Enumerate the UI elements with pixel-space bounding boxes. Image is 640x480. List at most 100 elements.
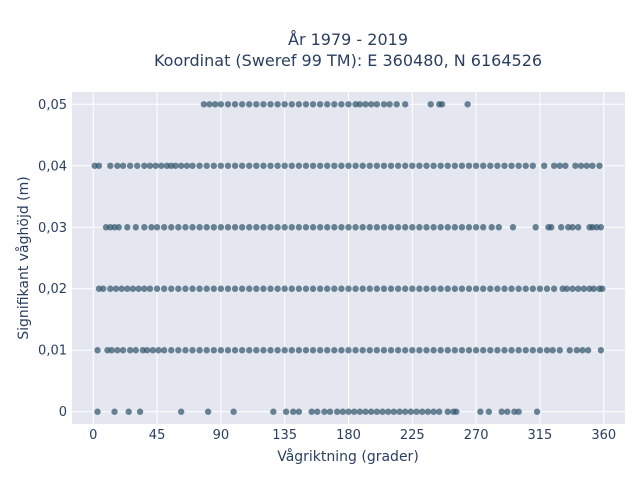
data-point [533, 408, 541, 415]
data-point [438, 101, 446, 108]
data-point [345, 224, 352, 231]
data-point [522, 285, 529, 292]
data-point [444, 347, 451, 354]
data-point [94, 408, 101, 415]
data-point [583, 162, 590, 169]
data-point [566, 347, 573, 354]
data-point [430, 224, 437, 231]
data-point [267, 347, 274, 354]
data-point [288, 285, 295, 292]
data-point [352, 224, 359, 231]
data-point [339, 408, 347, 415]
data-point [210, 347, 217, 354]
data-point [416, 224, 423, 231]
data-point [458, 347, 466, 354]
data-point [522, 347, 529, 354]
data-point [487, 162, 494, 169]
data-point [324, 101, 331, 108]
data-point [183, 162, 191, 169]
data-point [168, 347, 175, 354]
data-point [498, 408, 505, 415]
data-point [295, 162, 303, 169]
data-point [424, 408, 432, 415]
data-point [124, 285, 131, 292]
data-point [451, 285, 459, 292]
data-point [160, 224, 168, 231]
data-point [409, 347, 416, 354]
data-point [224, 162, 232, 169]
data-point [295, 101, 303, 108]
data-point [597, 347, 605, 354]
data-point [575, 224, 582, 231]
data-point [350, 408, 358, 415]
data-point [579, 347, 586, 354]
data-point [143, 347, 151, 354]
x-tick-label: 315 [528, 428, 553, 443]
data-point [126, 162, 134, 169]
data-point [217, 101, 225, 108]
data-point [231, 101, 239, 108]
data-point [200, 101, 208, 108]
data-point [597, 224, 605, 231]
data-point [212, 101, 219, 108]
data-point [224, 224, 232, 231]
data-point [409, 285, 416, 292]
data-point [210, 162, 217, 169]
x-tick-label: 90 [213, 428, 230, 443]
data-point [246, 347, 253, 354]
data-point [158, 162, 165, 169]
data-point [359, 224, 366, 231]
data-point [196, 347, 203, 354]
data-point [316, 285, 324, 292]
data-point [217, 347, 225, 354]
data-point [480, 162, 487, 169]
data-point [589, 162, 596, 169]
data-point [494, 162, 501, 169]
data-point [407, 408, 415, 415]
data-point [338, 347, 345, 354]
data-point [168, 224, 175, 231]
data-point [515, 347, 522, 354]
data-point [132, 347, 140, 354]
data-point [309, 162, 317, 169]
data-point [155, 347, 162, 354]
data-point [231, 162, 239, 169]
data-point [246, 224, 253, 231]
data-point [295, 285, 303, 292]
data-point [302, 224, 310, 231]
x-tick-label: 180 [336, 428, 361, 443]
y-axis-ticks: 0 0,01 0,02 0,03 0,04 0,05 [38, 98, 67, 420]
data-point [393, 101, 400, 108]
data-point [175, 285, 182, 292]
data-point [129, 285, 137, 292]
data-point [345, 347, 352, 354]
data-point [540, 162, 548, 169]
data-point [416, 162, 423, 169]
data-point [331, 101, 338, 108]
data-point [380, 101, 388, 108]
data-point [331, 224, 338, 231]
data-point [141, 285, 148, 292]
data-point [224, 347, 232, 354]
data-point [359, 347, 366, 354]
data-point [480, 285, 487, 292]
data-point [308, 408, 315, 415]
data-point [338, 162, 345, 169]
data-point [423, 162, 430, 169]
data-point [288, 224, 295, 231]
data-point [321, 408, 328, 415]
data-point [430, 162, 437, 169]
data-point [451, 347, 459, 354]
data-point [119, 347, 127, 354]
data-point [282, 408, 290, 415]
data-point [115, 224, 122, 231]
data-point [206, 101, 213, 108]
data-point [182, 224, 189, 231]
data-point [246, 162, 253, 169]
data-point [356, 408, 364, 415]
data-point [379, 408, 386, 415]
data-point [230, 408, 237, 415]
data-point [599, 285, 606, 292]
x-axis-label: Vågriktning (grader) [277, 448, 419, 465]
